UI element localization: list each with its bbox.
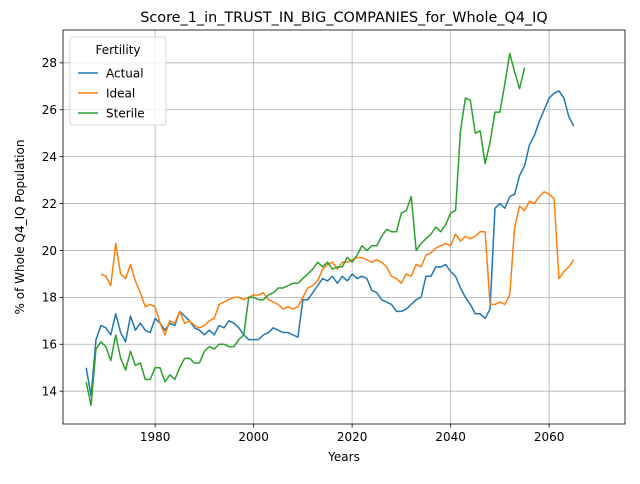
legend: Fertility Actual Ideal Sterile [69,36,167,126]
grid [63,30,625,424]
y-tick-label: 18 [42,291,57,305]
y-tick-label: 16 [42,338,57,352]
y-tick-label: 14 [42,384,57,398]
y-tick-label: 20 [42,244,57,258]
series-line [100,191,575,336]
legend-label: Sterile [106,106,145,120]
x-tick-label: 1980 [140,430,171,444]
legend-box [69,36,167,126]
chart-title: Score_1_in_TRUST_IN_BIG_COMPANIES_for_Wh… [140,10,548,26]
x-tick-label: 2040 [435,430,466,444]
plot-lines [85,52,575,406]
y-tick-label: 24 [42,150,57,164]
x-axis-label: Years [327,450,360,464]
series-line [85,52,526,406]
x-tick-label: 2060 [534,430,565,444]
legend-label: Ideal [106,86,135,100]
ticks: 1980 2000 2020 2040 2060 14 16 18 20 22 24 26 28 [42,56,565,444]
x-tick-label: 2000 [238,430,269,444]
y-axis-label: % of Whole Q4_IQ Population [13,140,27,315]
legend-label: Actual [106,66,144,80]
legend-title: Fertility [95,43,140,57]
x-tick-label: 2020 [337,430,368,444]
plot-frame [62,29,626,425]
y-tick-label: 22 [42,197,57,211]
y-tick-label: 28 [42,56,57,70]
y-tick-label: 26 [42,103,57,117]
